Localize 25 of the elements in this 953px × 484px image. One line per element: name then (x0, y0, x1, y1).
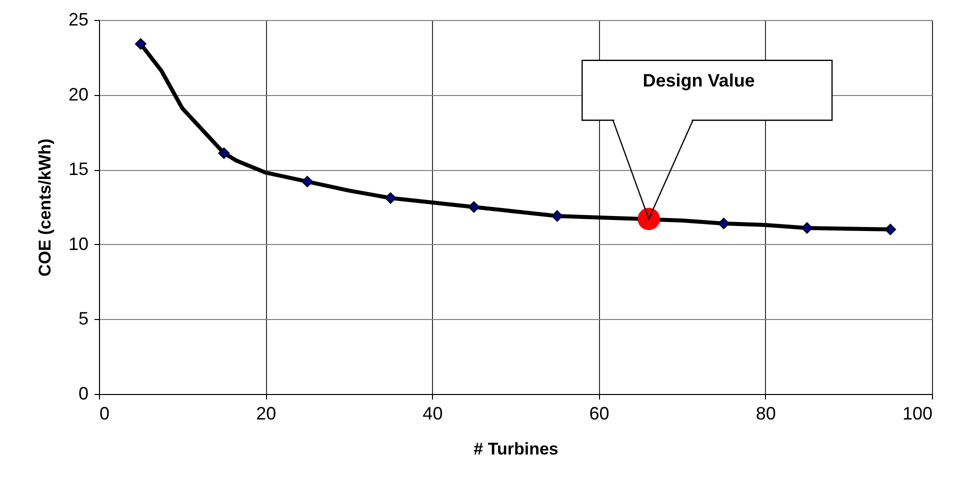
point (718, 218, 730, 230)
point (134, 38, 146, 50)
point (384, 192, 396, 204)
point (884, 224, 896, 236)
point (302, 176, 313, 188)
y-tick-label: 10 (68, 234, 88, 254)
point (468, 201, 480, 213)
x-tick-label: 40 (422, 404, 443, 424)
point (551, 210, 563, 222)
y-tick-label: 5 (78, 308, 88, 329)
x-axis-title: # Turbines (474, 440, 558, 458)
x-tick-label: 20 (256, 404, 276, 424)
y-tick-label: 20 (68, 84, 88, 104)
point (801, 222, 813, 234)
y-tick-label: 15 (68, 159, 88, 180)
y-tick-label: 0 (78, 384, 88, 404)
annotation: Design Value (642, 70, 755, 90)
y-axis-title: COE (cents/kWh) (35, 138, 54, 276)
point (638, 208, 660, 230)
x-tick-label: 0 (100, 404, 110, 424)
x-tick-label: 100 (902, 404, 932, 424)
point (218, 147, 230, 159)
x-tick-label: 80 (756, 404, 776, 424)
x-tick-label: 60 (589, 404, 610, 424)
y-tick-label: 25 (68, 10, 88, 30)
